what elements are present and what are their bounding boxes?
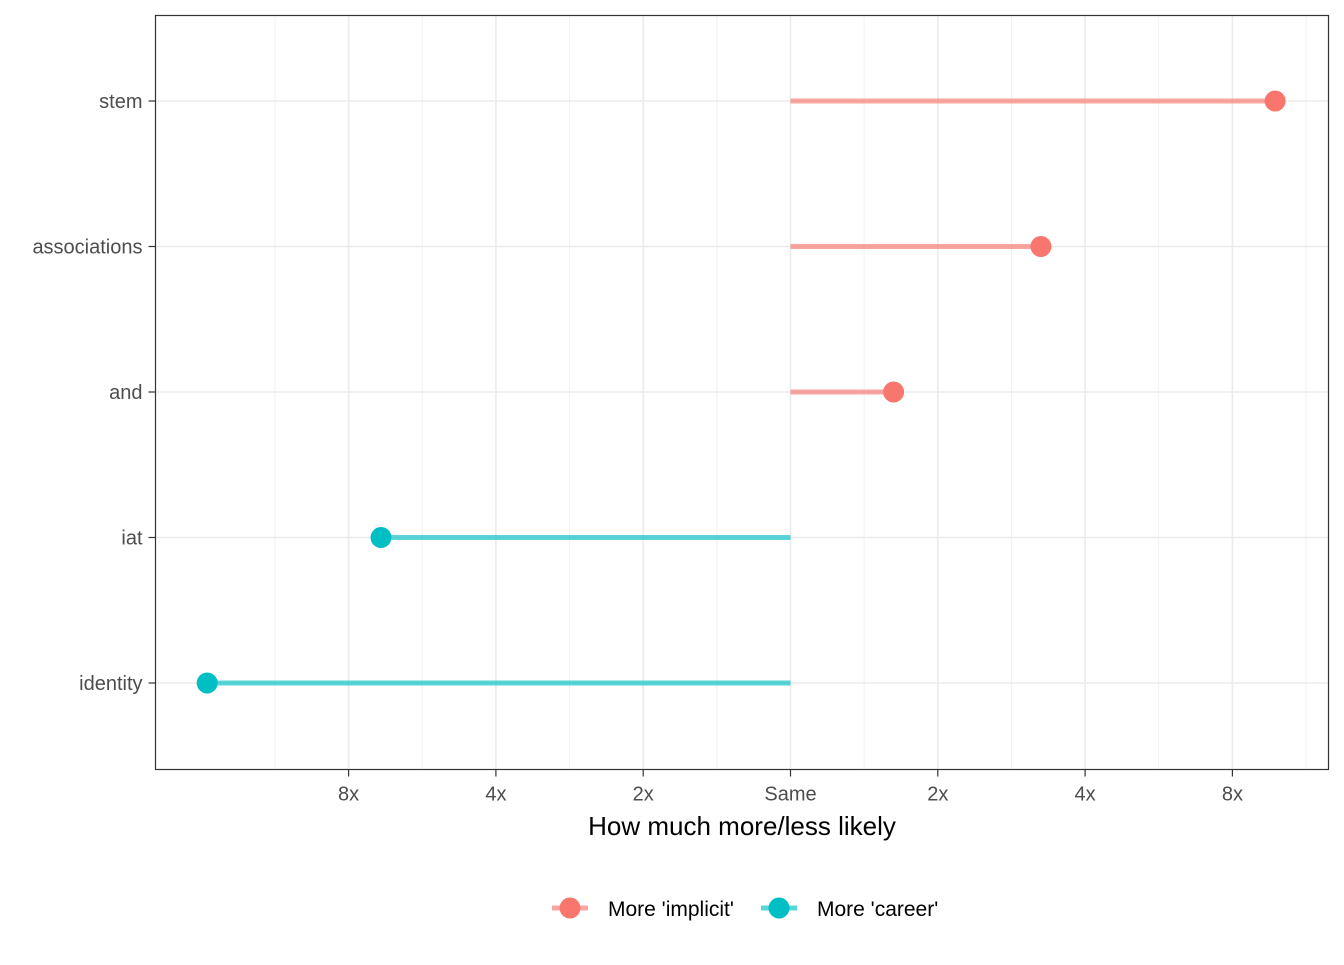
- axes: stem associations and iat identity 8x 4x 2x Same…: [32, 91, 1243, 806]
- x-tick-label: 4x: [1075, 784, 1096, 806]
- lollipop-point-stem: [1264, 90, 1286, 112]
- y-tick-label-stem: stem: [99, 91, 142, 113]
- lollipop-point-associations: [1030, 236, 1052, 257]
- legend-label: More 'implicit': [608, 898, 734, 921]
- lollipop-point-iat: [370, 527, 392, 548]
- legend-label: More 'career': [817, 898, 938, 921]
- y-tick-label-associations: associations: [32, 237, 142, 259]
- x-tick-label: 4x: [485, 784, 506, 806]
- legend-key-point: [559, 897, 581, 919]
- chart-marks: [196, 90, 1286, 694]
- legend-key-point: [768, 897, 790, 919]
- x-axis-title: How much more/less likely: [588, 811, 896, 841]
- grid-lines: [155, 15, 1329, 770]
- lollipop-point-and: [883, 381, 905, 403]
- x-tick-label: 8x: [1222, 784, 1243, 806]
- x-tick-label: 2x: [633, 784, 654, 806]
- legend-item: More 'implicit': [552, 897, 734, 921]
- legend-item: More 'career': [761, 897, 938, 921]
- y-tick-label-iat: iat: [121, 528, 143, 550]
- x-tick-label: 8x: [338, 784, 359, 806]
- y-tick-label-and: and: [109, 382, 142, 404]
- x-tick-label: 2x: [927, 784, 948, 806]
- legend: More 'implicit' More 'career': [552, 897, 938, 921]
- y-tick-label-identity: identity: [79, 673, 142, 695]
- lollipop-point-identity: [196, 672, 218, 694]
- x-tick-label: Same: [764, 784, 816, 806]
